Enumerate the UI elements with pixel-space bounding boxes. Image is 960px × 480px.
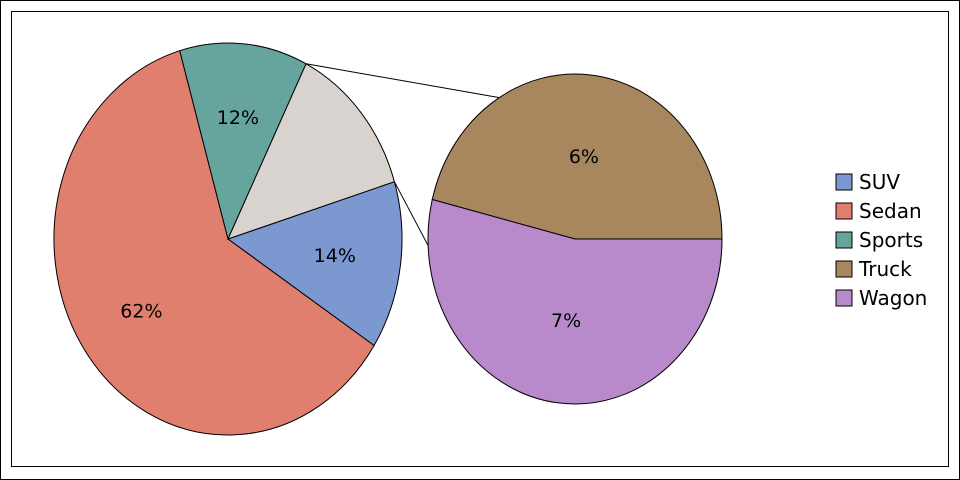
- legend-swatch-wagon: [835, 289, 853, 307]
- slice-label-suv: 14%: [314, 245, 356, 267]
- legend-label-suv: SUV: [859, 170, 900, 194]
- secondary-slice-wagon: [427, 198, 723, 405]
- legend-swatch-suv: [835, 173, 853, 191]
- pie-slice-other: [227, 63, 396, 240]
- secondary-label-wagon: 7%: [551, 310, 581, 332]
- connector-line-top: [306, 63, 500, 99]
- legend: SUV Sedan Sports Truck Wagon: [835, 170, 927, 310]
- pie-slice-sports: [179, 42, 307, 241]
- legend-label-wagon: Wagon: [859, 286, 927, 310]
- legend-swatch-sports: [835, 231, 853, 249]
- main-pie: 14% 62% 12%: [53, 42, 403, 436]
- legend-label-truck: Truck: [858, 257, 912, 281]
- secondary-label-truck: 6%: [569, 146, 599, 168]
- secondary-pie: 6% 7%: [427, 73, 723, 405]
- slice-label-sedan: 62%: [120, 301, 162, 323]
- slice-label-sports: 12%: [217, 107, 259, 129]
- legend-label-sedan: Sedan: [859, 199, 922, 223]
- legend-swatch-truck: [835, 260, 853, 278]
- pie-slice-sedan: [53, 50, 375, 436]
- legend-swatch-sedan: [835, 202, 853, 220]
- legend-label-sports: Sports: [859, 228, 923, 252]
- secondary-slice-truck: [431, 73, 723, 240]
- pie-slice-suv: [226, 181, 403, 347]
